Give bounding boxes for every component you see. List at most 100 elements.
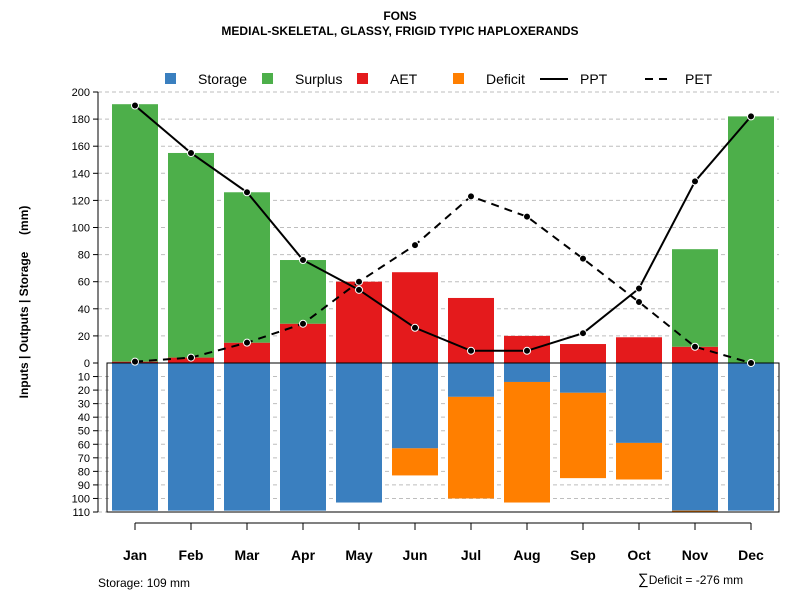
- pet-point: [299, 319, 307, 328]
- aet-bar: [336, 281, 382, 363]
- deficit-bar: [616, 442, 662, 480]
- y-tick-label: 20: [78, 385, 90, 397]
- storage-bar: [672, 363, 718, 511]
- pet-point: [747, 359, 755, 367]
- ppt-point: [747, 112, 755, 121]
- y-tick-label: 120: [72, 195, 90, 207]
- x-tick-label: Aug: [513, 547, 540, 563]
- ppt-point: [355, 285, 363, 294]
- deficit-bar: [560, 392, 606, 479]
- deficit-text: Deficit = -276 mm: [648, 573, 744, 587]
- storage-bar: [280, 363, 326, 511]
- pet-line: [134, 195, 752, 364]
- deficit-note: ∑Deficit = -276 mm: [638, 571, 743, 588]
- x-tick-label: Oct: [627, 547, 651, 563]
- aet-bar: [224, 342, 270, 363]
- legend-label: Deficit: [486, 71, 525, 87]
- ppt-point: [411, 323, 419, 332]
- y-tick-label: 50: [78, 426, 90, 438]
- y-tick-label: 60: [78, 277, 90, 289]
- storage-note: Storage: 109 mm: [98, 576, 191, 590]
- y-tick-label: 140: [72, 168, 90, 180]
- aet-bar: [672, 346, 718, 363]
- x-tick-label: Jul: [461, 547, 481, 563]
- storage-bar: [168, 363, 214, 511]
- ppt-point: [187, 148, 195, 157]
- legend-swatch: [262, 73, 273, 84]
- legend-label: PPT: [580, 71, 608, 87]
- x-tick-label: Feb: [179, 547, 204, 563]
- storage-bar: [504, 363, 550, 382]
- legend-swatch: [453, 73, 464, 84]
- y-tick-label: 70: [78, 453, 90, 465]
- y-tick-label: 10: [78, 372, 90, 384]
- legend-swatch: [357, 73, 368, 84]
- ppt-point: [523, 346, 531, 355]
- ppt-point: [691, 177, 699, 186]
- storage-bar: [448, 363, 494, 397]
- legend-label: AET: [390, 71, 418, 87]
- aet-bar: [616, 337, 662, 363]
- storage-bar: [616, 363, 662, 443]
- pet-point: [355, 277, 363, 286]
- deficit-bar: [448, 396, 494, 499]
- y-tick-label: 80: [78, 250, 90, 262]
- y-tick-label: 110: [72, 507, 90, 519]
- pet-point: [411, 241, 419, 250]
- x-tick-label: Nov: [682, 547, 709, 563]
- surplus-bar: [672, 249, 718, 347]
- pet-point: [467, 192, 475, 201]
- x-tick-label: Sep: [570, 547, 596, 563]
- y-axis-label: Inputs | Outputs | Storage (mm): [17, 206, 31, 399]
- y-tick-label: 200: [72, 87, 90, 99]
- storage-bar: [560, 363, 606, 393]
- storage-bar: [728, 363, 774, 511]
- storage-bar: [112, 363, 158, 511]
- legend-label: PET: [685, 71, 713, 87]
- deficit-bar: [504, 381, 550, 503]
- y-tick-label: 20: [78, 331, 90, 343]
- deficit-bar: [392, 448, 438, 476]
- y-tick-label: 180: [72, 114, 90, 126]
- y-tick-label: 160: [72, 141, 90, 153]
- ppt-point: [579, 329, 587, 338]
- pet-point: [635, 298, 643, 307]
- surplus-bar: [112, 104, 158, 362]
- sigma-symbol: ∑: [638, 571, 649, 588]
- chart-title: FONS: [383, 9, 417, 23]
- storage-bar: [224, 363, 270, 511]
- y-tick-label: 60: [78, 439, 90, 451]
- y-tick-label: 40: [78, 304, 90, 316]
- y-tick-label: 30: [78, 399, 90, 411]
- pet-point: [523, 212, 531, 221]
- storage-bar: [392, 363, 438, 449]
- ppt-point: [467, 346, 475, 355]
- y-tick-label: 100: [72, 223, 90, 235]
- pet-point: [131, 357, 139, 366]
- legend-label: Surplus: [295, 71, 342, 87]
- y-tick-label: 90: [78, 480, 90, 492]
- pet-point: [691, 342, 699, 351]
- chart-subtitle: MEDIAL-SKELETAL, GLASSY, FRIGID TYPIC HA…: [221, 24, 579, 38]
- aet-bar: [560, 344, 606, 363]
- ppt-point: [299, 256, 307, 265]
- surplus-bar: [280, 260, 326, 324]
- storage-bar: [336, 363, 382, 503]
- surplus-bar: [168, 152, 214, 358]
- x-tick-label: Dec: [738, 547, 764, 563]
- x-tick-label: Mar: [235, 547, 260, 563]
- x-tick-label: Apr: [291, 547, 316, 563]
- x-tick-label: May: [345, 547, 372, 563]
- pet-point: [579, 254, 587, 263]
- legend-swatch: [165, 73, 176, 84]
- surplus-bar: [224, 192, 270, 343]
- aet-bar: [280, 323, 326, 363]
- x-tick-label: Jun: [403, 547, 428, 563]
- y-tick-label: 100: [72, 493, 90, 505]
- ppt-point: [243, 188, 251, 197]
- ppt-point: [635, 284, 643, 293]
- x-tick-label: Jan: [123, 547, 147, 563]
- pet-point: [243, 338, 251, 347]
- y-tick-label: 40: [78, 412, 90, 424]
